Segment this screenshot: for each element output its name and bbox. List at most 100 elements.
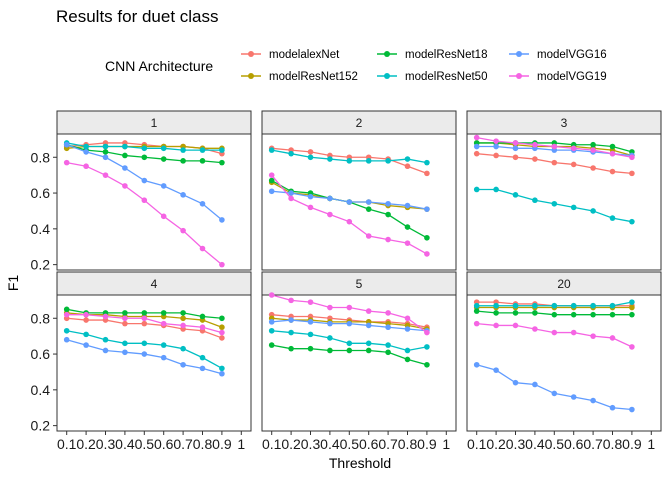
data-point — [268, 172, 275, 178]
data-point — [288, 195, 294, 202]
data-point — [83, 331, 89, 338]
data-point — [288, 329, 294, 336]
facet-panel-5: 5 0.1 0.2 0.3 0.4 0.5 0.6 0.7 0.8 0.9 1 — [261, 271, 457, 452]
x-tick-label: 0.4 — [525, 436, 545, 452]
data-point — [219, 315, 225, 322]
legend-label: modelResNet152 — [269, 71, 358, 83]
data-point — [160, 213, 167, 220]
data-point — [609, 168, 616, 175]
legend-key-point — [384, 73, 390, 79]
legend-label: modelVGG16 — [537, 49, 607, 61]
data-point — [346, 340, 353, 347]
data-point — [590, 397, 596, 404]
x-tick-label: 1 — [237, 436, 245, 452]
x-tick-label: 0.2 — [76, 436, 96, 452]
data-point — [160, 183, 167, 189]
data-point — [268, 342, 275, 348]
data-point — [199, 200, 206, 207]
data-point — [83, 317, 89, 323]
data-point — [307, 149, 314, 155]
data-point — [219, 217, 225, 223]
data-point — [63, 141, 70, 148]
series-modelResNet50 — [63, 140, 225, 153]
data-point — [160, 320, 167, 327]
facet-panel-2: 2 — [261, 110, 457, 271]
data-point — [609, 215, 616, 221]
data-point — [493, 367, 499, 373]
data-point — [365, 322, 372, 329]
data-point — [532, 326, 538, 332]
data-point — [365, 233, 372, 239]
data-point — [180, 322, 186, 329]
x-tick-label: 0.8 — [603, 436, 623, 452]
data-point — [570, 329, 577, 336]
facet-plot-area — [466, 294, 662, 432]
data-point — [512, 154, 519, 161]
data-point — [180, 192, 186, 198]
data-point — [424, 234, 430, 241]
data-point — [493, 143, 499, 150]
legend-entry-modelResNet50: modelResNet50 — [377, 71, 487, 83]
x-tick-label: 0.4 — [320, 436, 340, 452]
series-modelVGG16 — [268, 317, 430, 334]
data-point — [346, 320, 353, 327]
data-point — [365, 158, 372, 164]
data-point — [160, 156, 167, 162]
facet-strip-label: 2 — [356, 116, 363, 130]
data-point — [424, 361, 430, 368]
data-point — [122, 310, 128, 316]
data-point — [180, 345, 186, 352]
x-tick-label: 0.3 — [96, 436, 116, 452]
data-point — [268, 319, 275, 325]
series-modelResNet18 — [473, 308, 635, 318]
data-point — [327, 320, 333, 327]
series-modelResNet50 — [268, 147, 430, 166]
data-point — [590, 147, 596, 153]
data-point — [307, 204, 314, 211]
data-point — [385, 236, 391, 243]
x-tick-label: 0.3 — [301, 436, 321, 452]
data-point — [570, 161, 577, 168]
data-point — [551, 143, 558, 150]
data-point — [141, 197, 148, 204]
y-axis-label: F1 — [5, 275, 21, 292]
data-point — [512, 145, 519, 152]
data-point — [473, 143, 480, 150]
x-tick-label: 0.6 — [564, 436, 584, 452]
data-point — [83, 311, 89, 318]
data-point — [102, 347, 109, 354]
data-point — [102, 154, 109, 161]
data-point — [570, 311, 577, 318]
data-point — [532, 197, 538, 204]
x-tick-label: 1 — [442, 436, 450, 452]
data-point — [404, 347, 411, 354]
data-point — [141, 340, 148, 347]
facet-strip-label: 5 — [356, 277, 363, 291]
data-point — [365, 206, 372, 212]
data-point — [180, 310, 186, 316]
data-point — [532, 141, 538, 148]
data-point — [346, 347, 353, 354]
data-point — [385, 342, 391, 348]
data-point — [122, 320, 128, 327]
data-point — [493, 322, 499, 329]
series-modelResNet50 — [473, 186, 635, 225]
series-modelVGG19 — [63, 159, 225, 268]
legend-entry-modelVGG16: modelVGG16 — [509, 49, 607, 61]
data-point — [493, 310, 499, 316]
data-point — [473, 150, 480, 157]
data-point — [122, 315, 128, 322]
x-tick-label: 1 — [647, 436, 655, 452]
data-point — [512, 322, 519, 329]
data-point — [493, 152, 499, 159]
data-point — [424, 170, 430, 177]
legend: modelalexNet modelResNet152 modelResNet18 m… — [241, 49, 607, 83]
series-modelResNet50 — [63, 327, 225, 372]
facet-plot-area — [261, 294, 457, 432]
series-modelVGG16 — [268, 188, 430, 212]
legend-key-point — [384, 51, 390, 57]
data-point — [199, 354, 206, 361]
data-point — [404, 156, 411, 162]
x-tick-label: 0.9 — [212, 436, 232, 452]
